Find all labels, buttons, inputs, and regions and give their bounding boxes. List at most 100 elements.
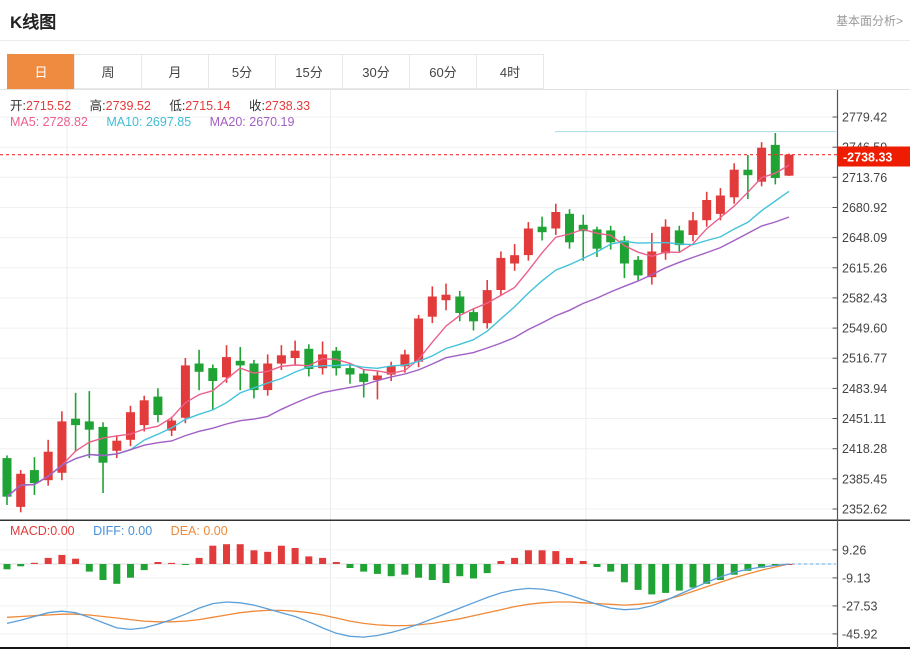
tabbar-underline (0, 89, 910, 90)
candle-body (619, 240, 629, 264)
macd-bar (360, 564, 368, 572)
macd-bar (44, 557, 52, 564)
tab-30min[interactable]: 30分 (342, 54, 410, 89)
candle-body (606, 230, 616, 243)
tab-week[interactable]: 周 (74, 54, 142, 89)
tab-4hour[interactable]: 4时 (476, 54, 544, 89)
candle-body (263, 363, 273, 391)
candle-body (592, 229, 602, 249)
macd-bar (579, 561, 587, 564)
candle-body (139, 400, 149, 426)
tab-15min[interactable]: 15分 (275, 54, 343, 89)
fundamental-analysis-link[interactable]: 基本面分析> (835, 14, 903, 28)
tab-60min[interactable]: 60分 (409, 54, 477, 89)
page-title: K线图 (10, 13, 57, 32)
candle-body (455, 296, 465, 313)
panel-divider (0, 519, 910, 521)
candle-body (304, 348, 314, 369)
macd-bar (332, 562, 340, 564)
macd-bar (373, 564, 381, 574)
candle-body (208, 368, 218, 381)
macd-bar (607, 564, 615, 572)
price-tick-label: 2516.77 (842, 352, 887, 366)
macd-bar (470, 564, 477, 579)
candle-body (43, 451, 53, 481)
candle-body (345, 368, 355, 375)
macd-bar (223, 544, 230, 564)
price-tick-label: 2648.09 (842, 231, 887, 245)
macd-bar (730, 564, 738, 575)
macd-bar (3, 564, 11, 570)
candle-body (167, 420, 177, 431)
interval-tabbar: 日周月 5分 15分 30分 60分 4时 (7, 54, 544, 89)
candle-body (29, 470, 39, 483)
candle-body (112, 440, 122, 451)
price-tick-label: 2483.94 (842, 382, 887, 396)
candle-body (441, 294, 451, 301)
candle-body (523, 228, 533, 256)
candle-body (496, 257, 506, 290)
candle-body (578, 224, 588, 232)
price-tick-label: 2549.60 (842, 322, 887, 336)
macd-bar (716, 564, 724, 580)
candle-body (715, 195, 725, 214)
candle-body (71, 418, 81, 426)
candle-body (57, 421, 67, 473)
macd-bar (634, 564, 642, 590)
macd-bar (72, 558, 80, 564)
price-tick-label: 2680.92 (842, 201, 887, 215)
tab-month[interactable]: 月 (141, 54, 209, 89)
tab-5min[interactable]: 5分 (208, 54, 276, 89)
macd-bar (689, 564, 697, 588)
candle-body (757, 147, 767, 182)
macd-bar (236, 544, 244, 564)
candle-body (318, 354, 328, 369)
candle-body (222, 357, 231, 378)
macd-bar (17, 564, 25, 567)
candle-body (729, 169, 739, 198)
candle-body (743, 169, 753, 176)
candle-body (235, 360, 245, 366)
macd-bar (538, 550, 546, 564)
kline-chart[interactable]: 2779.422746.592713.762680.922648.092615.… (0, 90, 910, 653)
candle-body (770, 144, 780, 178)
macd-bar (703, 564, 711, 584)
price-tick-label: 2779.42 (842, 111, 887, 125)
price-tick-label: 2615.26 (842, 261, 887, 275)
ma10-line (6, 190, 790, 498)
price-tick-label: 2352.62 (842, 503, 887, 517)
candle-body (16, 473, 26, 507)
candle-body (551, 212, 561, 229)
candle-body (565, 213, 574, 243)
candle-body (386, 366, 396, 375)
candle-body (688, 220, 698, 235)
last-price-badge (837, 146, 910, 167)
price-tick-label: 2713.76 (842, 171, 887, 185)
candle-body (427, 296, 437, 317)
macd-bar (483, 564, 491, 574)
candle-body (537, 226, 547, 233)
diff-line (6, 563, 790, 638)
tab-day[interactable]: 日 (7, 54, 75, 89)
macd-bar (168, 562, 176, 564)
macd-bar (113, 564, 121, 584)
chart-area: 2779.422746.592713.762680.922648.092615.… (0, 90, 910, 653)
candle-body (126, 412, 135, 440)
candle-body (84, 421, 94, 430)
macd-bar (264, 551, 272, 564)
candle-body (647, 251, 657, 278)
candle-body (194, 363, 204, 372)
candle-body (469, 312, 478, 322)
macd-bar (291, 548, 299, 564)
macd-bar (744, 564, 752, 571)
candle-body (510, 255, 520, 264)
candle-body (98, 426, 108, 463)
ma5-line (6, 164, 790, 498)
macd-bar (428, 564, 436, 580)
macd-bar (442, 564, 450, 583)
macd-bar (58, 554, 66, 564)
candle-body (702, 200, 712, 221)
dea-line (6, 563, 790, 627)
candle-body (2, 458, 12, 497)
candle-body (400, 354, 410, 367)
